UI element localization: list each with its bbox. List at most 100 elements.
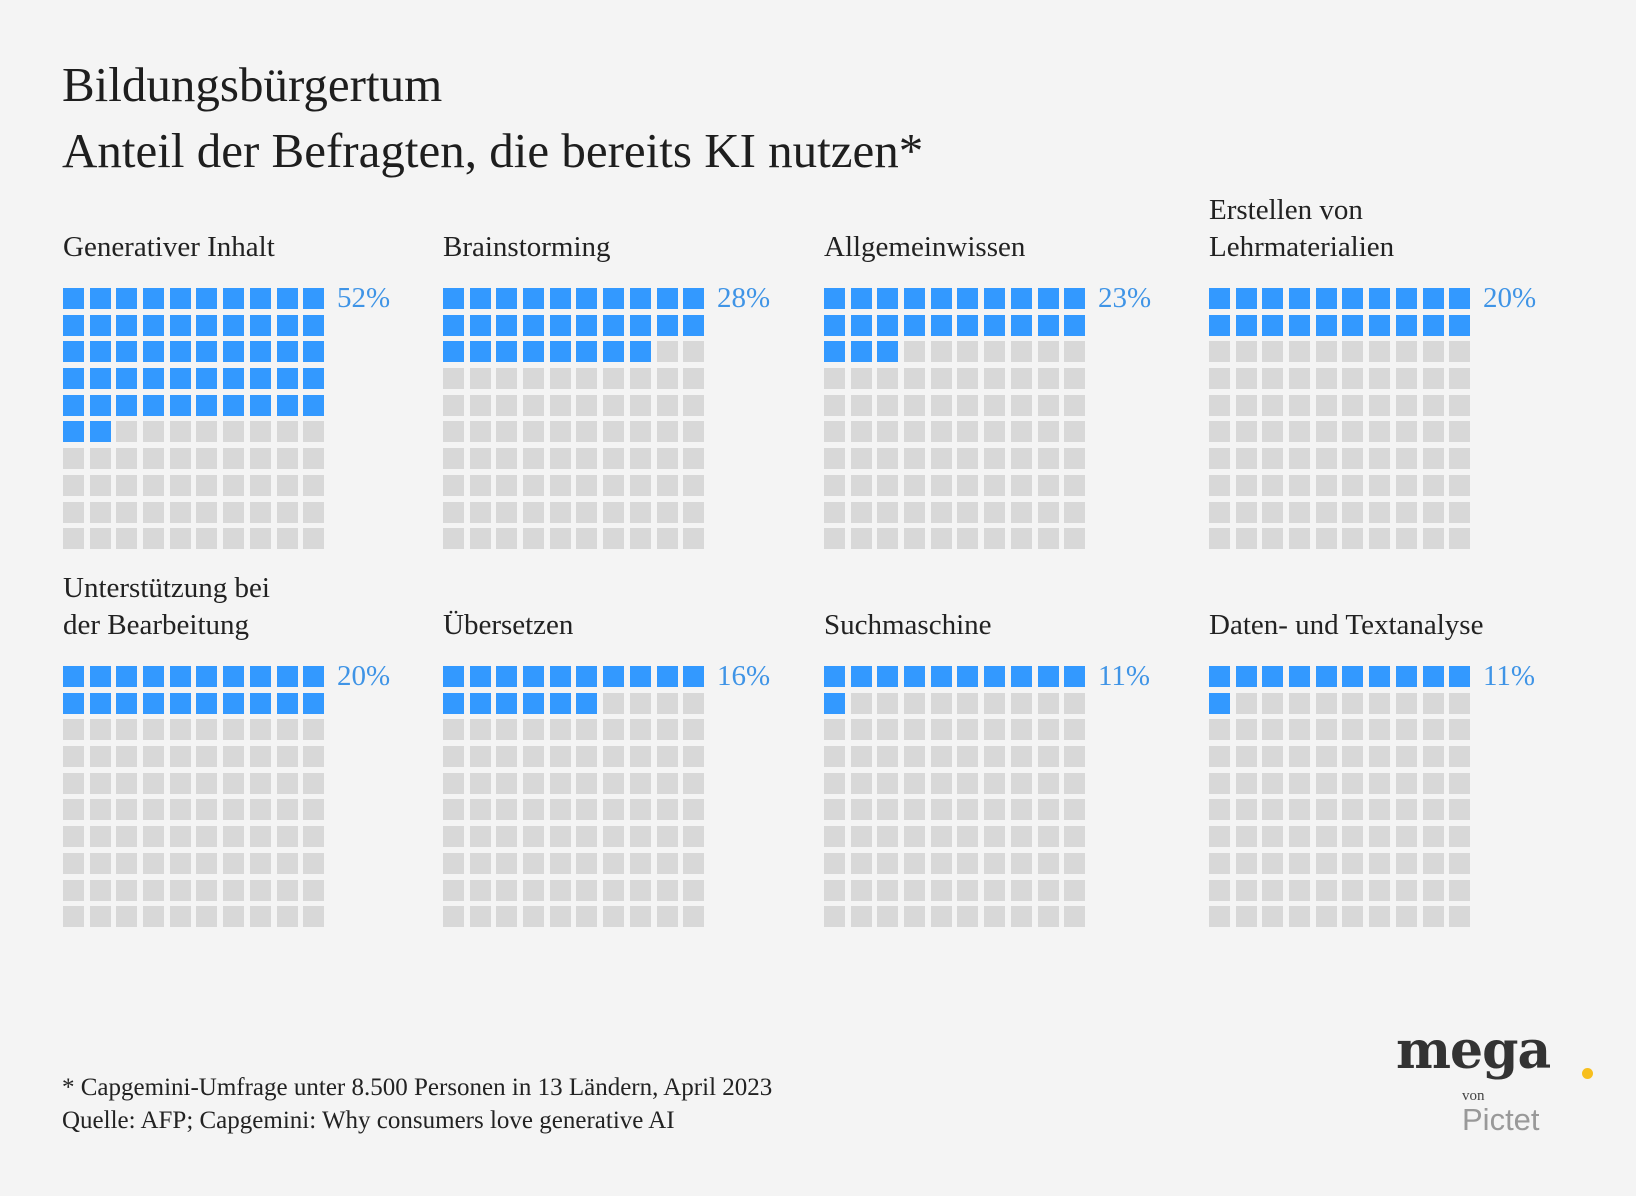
waffle-cell-empty bbox=[824, 746, 845, 768]
waffle-cell-empty bbox=[656, 719, 678, 741]
waffle-cell-empty bbox=[1395, 772, 1417, 794]
waffle-cell-empty bbox=[656, 528, 678, 550]
waffle-cell-empty bbox=[276, 772, 298, 794]
waffle-cell-filled bbox=[1064, 288, 1086, 309]
waffle-cell-empty bbox=[523, 852, 545, 874]
waffle-cell-empty bbox=[1235, 906, 1257, 928]
waffle-cell-empty bbox=[850, 906, 872, 928]
waffle-cell-empty bbox=[629, 772, 651, 794]
waffle-cell-empty bbox=[1289, 394, 1311, 416]
waffle-cell-empty bbox=[1342, 879, 1364, 901]
waffle-cell-empty bbox=[1449, 528, 1471, 550]
waffle-cell-empty bbox=[930, 368, 952, 390]
waffle-cell-empty bbox=[1289, 421, 1311, 443]
waffle-cell-empty bbox=[1262, 528, 1284, 550]
waffle-cell-empty bbox=[984, 341, 1006, 363]
waffle-cell-empty bbox=[683, 692, 705, 714]
waffle-cell-filled bbox=[196, 314, 218, 336]
waffle-cell-empty bbox=[143, 852, 165, 874]
waffle-cell-filled bbox=[523, 666, 545, 687]
waffle-cell-empty bbox=[984, 746, 1006, 768]
waffle-cell-filled bbox=[984, 288, 1006, 309]
waffle-cell-empty bbox=[603, 528, 625, 550]
waffle-cell-filled bbox=[1422, 288, 1444, 309]
waffle-cell-filled bbox=[276, 692, 298, 714]
waffle-cell-empty bbox=[1315, 852, 1337, 874]
waffle-cell-empty bbox=[1037, 719, 1059, 741]
waffle-cell-filled bbox=[196, 394, 218, 416]
waffle-cell-empty bbox=[443, 394, 464, 416]
waffle-cell-empty bbox=[683, 719, 705, 741]
waffle-cell-filled bbox=[904, 314, 926, 336]
waffle-cell-filled bbox=[249, 394, 271, 416]
logo-pictet: Pictet bbox=[1462, 1102, 1540, 1137]
waffle-cell-empty bbox=[1395, 421, 1417, 443]
waffle-cell-filled bbox=[143, 394, 165, 416]
logo-dot-icon bbox=[1582, 1068, 1593, 1079]
waffle-cell-empty bbox=[850, 528, 872, 550]
waffle-cell-filled bbox=[276, 341, 298, 363]
waffle-cell-empty bbox=[683, 421, 705, 443]
waffle-cell-empty bbox=[930, 528, 952, 550]
waffle-cell-empty bbox=[1395, 826, 1417, 848]
waffle-cell-empty bbox=[443, 719, 464, 741]
waffle-cell-empty bbox=[1262, 799, 1284, 821]
waffle-cell-empty bbox=[824, 879, 845, 901]
waffle-cell-empty bbox=[1010, 368, 1032, 390]
waffle-cell-empty bbox=[877, 799, 899, 821]
waffle-cell-empty bbox=[1064, 746, 1086, 768]
panel-label-line: der Bearbeitung bbox=[63, 609, 250, 641]
waffle-cell-empty bbox=[1037, 421, 1059, 443]
waffle-cell-filled bbox=[1209, 288, 1230, 309]
waffle-cell-empty bbox=[1235, 528, 1257, 550]
waffle-cell-empty bbox=[850, 368, 872, 390]
waffle-cell-empty bbox=[63, 772, 84, 794]
waffle-cell-empty bbox=[877, 394, 899, 416]
panel-label: Suchmaschine bbox=[824, 607, 992, 644]
waffle-cell-empty bbox=[576, 772, 598, 794]
waffle-cell-empty bbox=[549, 394, 571, 416]
waffle-cell-empty bbox=[196, 852, 218, 874]
waffle-cell-empty bbox=[196, 501, 218, 523]
waffle-cell-empty bbox=[877, 826, 899, 848]
waffle-cell-empty bbox=[1010, 799, 1032, 821]
waffle-cell-filled bbox=[116, 666, 138, 687]
waffle-cell-empty bbox=[63, 448, 84, 470]
waffle-cell-empty bbox=[496, 772, 518, 794]
waffle-cell-empty bbox=[223, 528, 245, 550]
waffle-cell-filled bbox=[1037, 314, 1059, 336]
waffle-cell-empty bbox=[196, 826, 218, 848]
waffle-cell-filled bbox=[877, 666, 899, 687]
waffle-cell-empty bbox=[1209, 852, 1230, 874]
waffle-cell-empty bbox=[930, 879, 952, 901]
waffle-cell-filled bbox=[223, 666, 245, 687]
waffle-cell-empty bbox=[904, 746, 926, 768]
waffle-cell-empty bbox=[1209, 341, 1230, 363]
waffle-cell-empty bbox=[629, 448, 651, 470]
waffle-cell-empty bbox=[223, 906, 245, 928]
waffle-cell-empty bbox=[824, 906, 845, 928]
waffle-cell-filled bbox=[89, 314, 111, 336]
waffle-cell-empty bbox=[1422, 368, 1444, 390]
waffle-cell-empty bbox=[443, 368, 464, 390]
waffle-cell-empty bbox=[629, 799, 651, 821]
waffle-cell-empty bbox=[1449, 852, 1471, 874]
waffle-cell-empty bbox=[523, 772, 545, 794]
waffle-cell-empty bbox=[1315, 879, 1337, 901]
waffle-cell-empty bbox=[603, 474, 625, 496]
waffle-cell-empty bbox=[523, 719, 545, 741]
waffle-cell-empty bbox=[1235, 501, 1257, 523]
waffle-cell-empty bbox=[1395, 719, 1417, 741]
waffle-cell-empty bbox=[223, 746, 245, 768]
waffle-cell-empty bbox=[523, 394, 545, 416]
waffle-cell-empty bbox=[1262, 772, 1284, 794]
waffle-cell-empty bbox=[1315, 719, 1337, 741]
waffle-cell-filled bbox=[63, 421, 84, 443]
waffle-cell-empty bbox=[443, 448, 464, 470]
waffle-cell-empty bbox=[683, 394, 705, 416]
waffle-cell-empty bbox=[930, 746, 952, 768]
waffle-cell-empty bbox=[629, 474, 651, 496]
waffle-cell-empty bbox=[1342, 852, 1364, 874]
panel-label: Generativer Inhalt bbox=[63, 229, 275, 266]
waffle-cell-empty bbox=[1422, 852, 1444, 874]
